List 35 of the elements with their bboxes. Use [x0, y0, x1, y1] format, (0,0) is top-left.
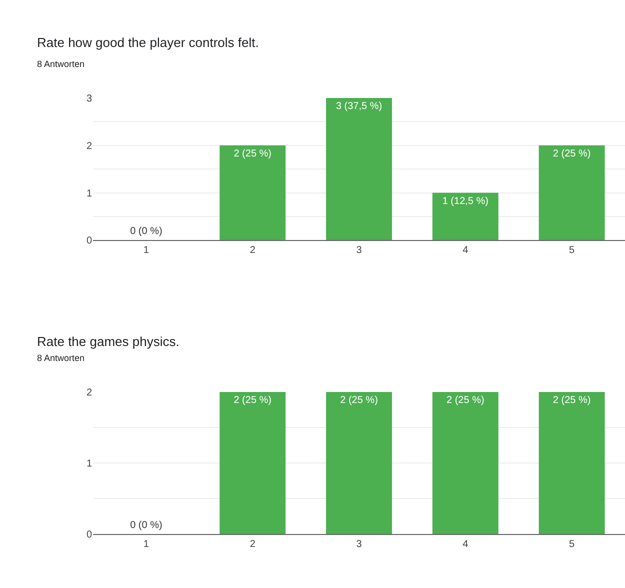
y-tick-label: 0: [86, 529, 92, 540]
data-label: 0 (0 %): [130, 520, 162, 531]
bar: [326, 98, 392, 240]
bar: [538, 145, 605, 240]
x-tick-label: 2: [250, 538, 256, 550]
y-tick-label: 0: [86, 236, 92, 247]
bar: [220, 145, 286, 240]
chart-title: Rate how good the player controls felt.: [37, 35, 259, 50]
y-tick-label: 3: [86, 94, 92, 105]
data-label: 2 (25 %): [446, 394, 484, 406]
bar: [432, 192, 498, 240]
y-tick-label: 1: [86, 188, 92, 200]
data-label: 2 (25 %): [340, 394, 378, 406]
x-tick-label: 3: [356, 245, 362, 256]
x-tick-label: 4: [462, 245, 469, 256]
data-label: 2 (25 %): [552, 148, 591, 160]
x-tick-label: 4: [462, 538, 469, 550]
data-label: 2 (25 %): [552, 394, 591, 406]
x-tick-label: 2: [250, 245, 256, 256]
x-tick-label: 5: [569, 538, 576, 550]
data-label: 0 (0 %): [130, 226, 162, 238]
x-tick-label: 1: [143, 538, 150, 550]
chart-subtitle: 8 Antworten: [37, 59, 85, 69]
data-label: 2 (25 %): [234, 148, 272, 160]
y-tick-label: 2: [86, 140, 92, 152]
x-tick-label: 3: [356, 538, 362, 550]
chart-title: Rate the games physics.: [37, 334, 180, 349]
data-label: 2 (25 %): [234, 394, 272, 406]
x-tick-label: 1: [143, 245, 150, 256]
chart-subtitle: 8 Antworten: [37, 353, 85, 363]
x-tick-label: 5: [569, 245, 576, 256]
y-tick-label: 2: [86, 387, 92, 398]
data-label: 1 (12,5 %): [442, 196, 488, 207]
y-tick-label: 1: [86, 458, 92, 470]
data-label: 3 (37,5 %): [336, 101, 382, 112]
